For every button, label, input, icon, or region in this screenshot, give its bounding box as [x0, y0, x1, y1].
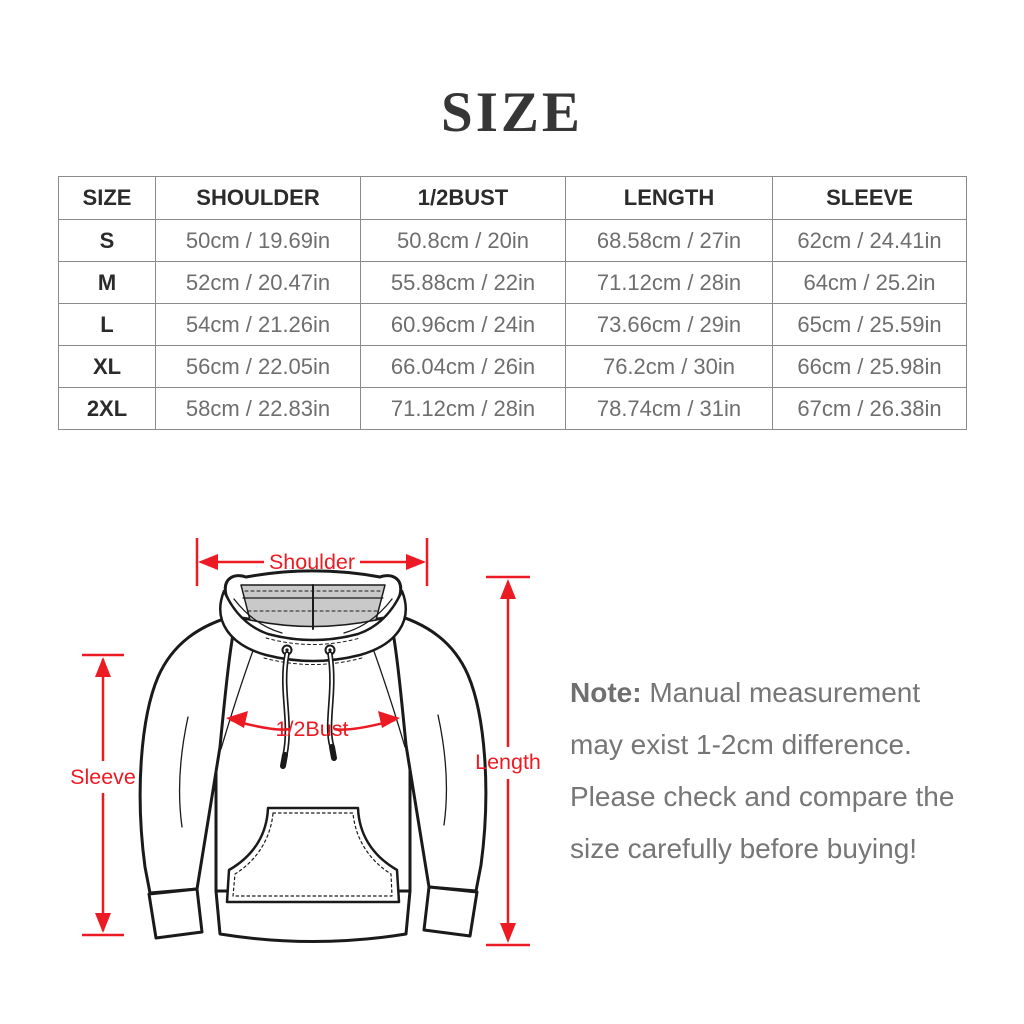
- length-arrow-label: Length: [475, 750, 541, 774]
- shoulder-value: 52cm / 20.47in: [155, 261, 361, 304]
- sleeve-value: 66cm / 25.98in: [772, 345, 967, 388]
- note-text: Manual measurement may exist 1-2cm diffe…: [570, 677, 955, 864]
- length-arrow: Length: [475, 575, 541, 947]
- note-prefix: Note:: [570, 677, 642, 708]
- bust-value: 71.12cm / 28in: [360, 387, 566, 430]
- header-bust: 1/2BUST: [360, 176, 566, 220]
- size-label: M: [58, 261, 156, 304]
- size-table: SIZE SHOULDER 1/2BUST LENGTH SLEEVE S 50…: [58, 176, 967, 430]
- table-header-row: SIZE SHOULDER 1/2BUST LENGTH SLEEVE: [58, 176, 967, 220]
- bust-arrow-label: 1/2Bust: [276, 717, 349, 741]
- sleeve-value: 64cm / 25.2in: [772, 261, 967, 304]
- table-row: 2XL 58cm / 22.83in 71.12cm / 28in 78.74c…: [58, 387, 967, 430]
- size-label: 2XL: [58, 387, 156, 430]
- header-sleeve: SLEEVE: [772, 176, 967, 220]
- size-label: S: [58, 219, 156, 262]
- hoodie-line-drawing: Shoulder 1/2Bust Length S: [70, 538, 541, 947]
- header-size: SIZE: [58, 176, 156, 220]
- bust-value: 60.96cm / 24in: [360, 303, 566, 346]
- length-value: 68.58cm / 27in: [565, 219, 773, 262]
- shoulder-value: 50cm / 19.69in: [155, 219, 361, 262]
- bust-value: 55.88cm / 22in: [360, 261, 566, 304]
- bust-value: 66.04cm / 26in: [360, 345, 566, 388]
- sleeve-value: 62cm / 24.41in: [772, 219, 967, 262]
- shoulder-arrow-label: Shoulder: [269, 550, 355, 574]
- hoodie-measurement-diagram: Shoulder 1/2Bust Length S: [40, 525, 550, 975]
- sleeve-arrow-label: Sleeve: [70, 765, 136, 789]
- measurement-note: Note: Manual measurement may exist 1-2cm…: [570, 667, 968, 875]
- page-title: SIZE: [441, 81, 583, 144]
- table-row: M 52cm / 20.47in 55.88cm / 22in 71.12cm …: [58, 261, 967, 304]
- length-value: 78.74cm / 31in: [565, 387, 773, 430]
- hoodie-art: [138, 569, 488, 943]
- measurement-arrows: Shoulder 1/2Bust Length S: [70, 538, 541, 947]
- sleeve-value: 65cm / 25.59in: [772, 303, 967, 346]
- sleeve-value: 67cm / 26.38in: [772, 387, 967, 430]
- table-row: S 50cm / 19.69in 50.8cm / 20in 68.58cm /…: [58, 219, 967, 262]
- shoulder-value: 54cm / 21.26in: [155, 303, 361, 346]
- shoulder-value: 56cm / 22.05in: [155, 345, 361, 388]
- size-label: XL: [58, 345, 156, 388]
- header-shoulder: SHOULDER: [155, 176, 361, 220]
- bust-arrow: 1/2Bust: [226, 711, 400, 741]
- shoulder-value: 58cm / 22.83in: [155, 387, 361, 430]
- sleeve-arrow: Sleeve: [70, 653, 136, 937]
- table-row: L 54cm / 21.26in 60.96cm / 24in 73.66cm …: [58, 303, 967, 346]
- bust-value: 50.8cm / 20in: [360, 219, 566, 262]
- table-row: XL 56cm / 22.05in 66.04cm / 26in 76.2cm …: [58, 345, 967, 388]
- length-value: 71.12cm / 28in: [565, 261, 773, 304]
- header-length: LENGTH: [565, 176, 773, 220]
- size-label: L: [58, 303, 156, 346]
- shoulder-arrow: Shoulder: [195, 538, 429, 586]
- length-value: 76.2cm / 30in: [565, 345, 773, 388]
- length-value: 73.66cm / 29in: [565, 303, 773, 346]
